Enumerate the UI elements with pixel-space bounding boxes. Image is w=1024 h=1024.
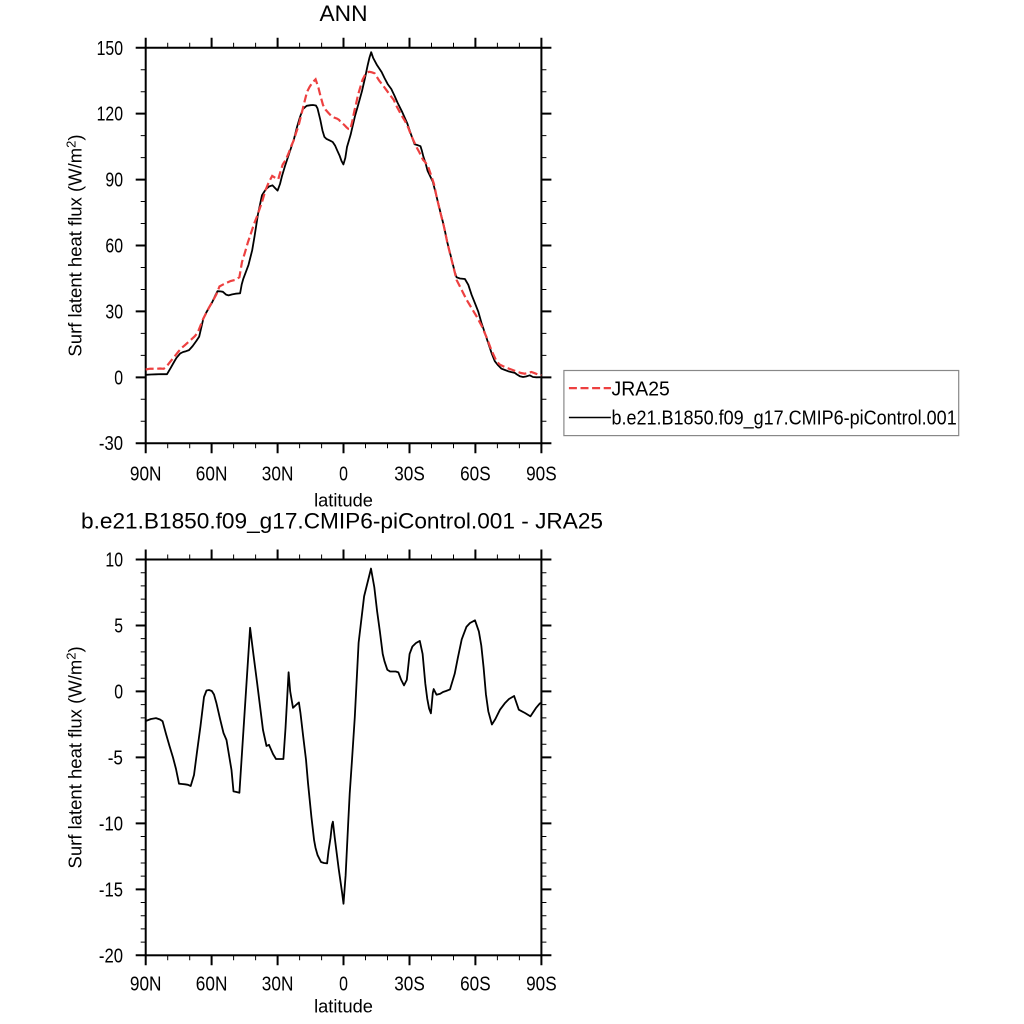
svg-text:0: 0 xyxy=(114,367,123,389)
svg-text:Surf latent heat flux (W/m2): Surf latent heat flux (W/m2) xyxy=(64,646,86,868)
svg-text:latitude: latitude xyxy=(314,490,373,511)
svg-text:90S: 90S xyxy=(526,464,557,486)
svg-text:30N: 30N xyxy=(262,464,294,486)
svg-text:JRA25: JRA25 xyxy=(612,379,670,401)
svg-text:30S: 30S xyxy=(394,464,425,486)
svg-text:150: 150 xyxy=(97,38,123,60)
svg-text:b.e21.B1850.f09_g17.CMIP6-piCo: b.e21.B1850.f09_g17.CMIP6-piControl.001 … xyxy=(81,509,603,534)
svg-text:90N: 90N xyxy=(130,974,162,996)
svg-text:0: 0 xyxy=(339,974,348,996)
svg-text:-30: -30 xyxy=(99,433,123,455)
svg-text:ANN: ANN xyxy=(320,1,368,26)
svg-text:-5: -5 xyxy=(108,747,123,769)
svg-text:30: 30 xyxy=(105,301,123,323)
svg-text:60N: 60N xyxy=(196,974,228,996)
svg-text:5: 5 xyxy=(114,616,123,638)
svg-text:90: 90 xyxy=(105,170,123,192)
svg-text:60N: 60N xyxy=(196,464,228,486)
svg-text:10: 10 xyxy=(105,550,123,572)
svg-text:0: 0 xyxy=(339,464,348,486)
svg-text:-20: -20 xyxy=(99,945,123,967)
svg-text:30S: 30S xyxy=(394,974,425,996)
svg-text:0: 0 xyxy=(114,681,123,703)
svg-text:120: 120 xyxy=(97,104,123,126)
svg-text:60S: 60S xyxy=(460,974,491,996)
svg-text:b.e21.B1850.f09_g17.CMIP6-piCo: b.e21.B1850.f09_g17.CMIP6-piControl.001 xyxy=(612,408,957,430)
svg-text:Surf latent heat flux (W/m2): Surf latent heat flux (W/m2) xyxy=(64,134,86,356)
svg-text:latitude: latitude xyxy=(314,996,373,1017)
svg-text:90N: 90N xyxy=(130,464,162,486)
svg-text:60: 60 xyxy=(105,236,123,258)
svg-text:-10: -10 xyxy=(99,813,123,835)
svg-text:30N: 30N xyxy=(262,974,294,996)
svg-text:-15: -15 xyxy=(99,879,123,901)
svg-text:90S: 90S xyxy=(526,974,557,996)
svg-text:60S: 60S xyxy=(460,464,491,486)
